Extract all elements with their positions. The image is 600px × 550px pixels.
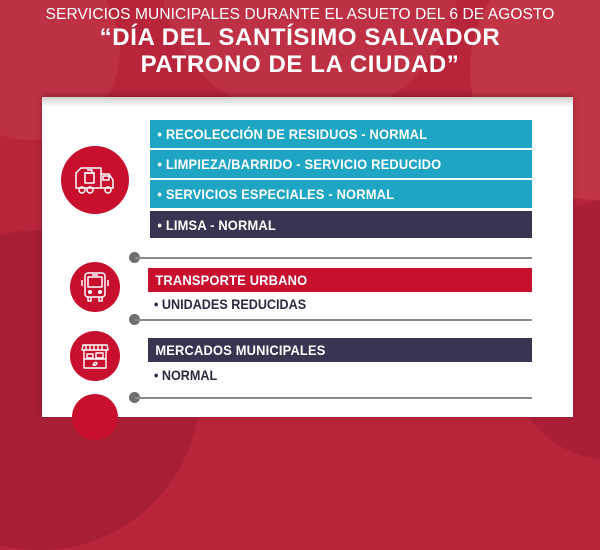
header: SERVICIOS MUNICIPALES DURANTE EL ASUETO …: [0, 6, 600, 78]
partial-section-icon: [72, 394, 118, 440]
transport-heading-bar: TRANSPORTE URBANO: [148, 268, 532, 292]
divider-dot: [129, 314, 140, 325]
subtitle: SERVICIOS MUNICIPALES DURANTE EL ASUETO …: [45, 6, 555, 23]
divider: [135, 397, 532, 399]
service-row-special-services: • SERVICIOS ESPECIALES - NORMAL: [150, 180, 532, 208]
bus-icon: [70, 262, 120, 312]
divider: [135, 257, 532, 259]
title-line-1: “DÍA DEL SANTÍSIMO SALVADOR: [99, 24, 501, 51]
divider-dot: [129, 392, 140, 403]
service-row-waste-collection: • RECOLECCIÓN DE RESIDUOS - NORMAL: [150, 120, 532, 148]
markets-status: • NORMAL: [154, 367, 218, 383]
divider: [135, 319, 532, 321]
title-line-2: PATRONO DE LA CIUDAD”: [140, 51, 460, 78]
market-stall-icon: [70, 331, 120, 381]
divider-dot: [129, 252, 140, 263]
transport-status: • UNIDADES REDUCIDAS: [154, 296, 307, 312]
service-row-street-cleaning: • LIMPIEZA/BARRIDO - SERVICIO REDUCIDO: [150, 150, 532, 178]
markets-heading-bar: MERCADOS MUNICIPALES: [148, 338, 532, 362]
garbage-truck-icon: [61, 146, 129, 214]
panel-top-shadow: [42, 97, 573, 107]
service-row-limsa: • LIMSA - NORMAL: [150, 211, 532, 238]
